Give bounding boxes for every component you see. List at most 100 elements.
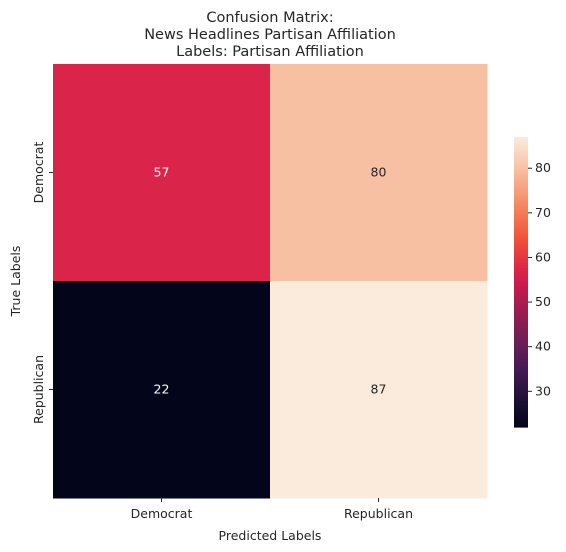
colorbar-segment (514, 156, 528, 160)
colorbar-segment (514, 144, 528, 148)
colorbar-tick-label: 50 (535, 294, 551, 309)
colorbar-segment (514, 356, 528, 360)
colorbar-segment (514, 373, 528, 377)
colorbar-segment (514, 151, 528, 155)
colorbar-segment (514, 153, 528, 157)
colorbar-segment (514, 315, 528, 319)
colorbar-segment (514, 352, 528, 356)
colorbar-segment (514, 284, 528, 288)
colorbar-segment (514, 402, 528, 406)
colorbar-segment (514, 257, 528, 261)
colorbar-segment (514, 298, 528, 302)
colorbar-segment (514, 371, 528, 375)
colorbar-segment (514, 199, 528, 203)
chart-title-line-1: Confusion Matrix: (206, 10, 333, 26)
colorbar-segment (514, 250, 528, 254)
colorbar-segment (514, 366, 528, 370)
colorbar-segment (514, 166, 528, 170)
colorbar-tick-label: 70 (535, 205, 551, 220)
colorbar-segment (514, 296, 528, 300)
colorbar-segment (514, 327, 528, 331)
x-axis-ticks: Democrat Republican (131, 498, 413, 521)
colorbar-segment (514, 139, 528, 143)
heatmap-cell (270, 281, 488, 499)
colorbar-segment (514, 209, 528, 213)
colorbar-segment (514, 221, 528, 225)
colorbar: 30 40 50 60 70 80 (514, 137, 551, 428)
colorbar-segment (514, 146, 528, 150)
colorbar-segment (514, 286, 528, 290)
colorbar-segment (514, 260, 528, 264)
colorbar-segment (514, 414, 528, 418)
colorbar-segment (514, 301, 528, 305)
colorbar-segment (514, 269, 528, 273)
colorbar-tick-label: 40 (535, 339, 551, 354)
colorbar-segment (514, 294, 528, 298)
colorbar-segment (514, 383, 528, 387)
colorbar-segment (514, 228, 528, 232)
colorbar-segment (514, 291, 528, 295)
colorbar-segment (514, 274, 528, 278)
colorbar-segment (514, 282, 528, 286)
colorbar-segment (514, 175, 528, 179)
colorbar-segment (514, 219, 528, 223)
colorbar-segment (514, 342, 528, 346)
y-tick-label: Democrat (31, 142, 46, 204)
cell-value-label: 22 (154, 382, 170, 397)
colorbar-segment (514, 323, 528, 327)
colorbar-segment (514, 226, 528, 230)
colorbar-segment (514, 376, 528, 380)
colorbar-segment (514, 424, 528, 428)
colorbar-tick-label: 30 (535, 383, 551, 398)
colorbar-segment (514, 216, 528, 220)
colorbar-tick-label: 80 (535, 160, 551, 175)
colorbar-segment (514, 168, 528, 172)
colorbar-segment (514, 224, 528, 228)
colorbar-segment (514, 187, 528, 191)
colorbar-segment (514, 390, 528, 394)
colorbar-segment (514, 349, 528, 353)
colorbar-segment (514, 277, 528, 281)
colorbar-segment (514, 180, 528, 184)
colorbar-segment (514, 337, 528, 341)
colorbar-segment (514, 381, 528, 385)
colorbar-segment (514, 211, 528, 215)
heatmap-cell (270, 64, 488, 282)
colorbar-segment (514, 173, 528, 177)
colorbar-segment (514, 137, 528, 141)
colorbar-segment (514, 347, 528, 351)
colorbar-segment (514, 378, 528, 382)
chart-title-line-2: News Headlines Partisan Affiliation (144, 27, 396, 43)
colorbar-segment (514, 407, 528, 411)
colorbar-segment (514, 149, 528, 153)
cell-value-label: 80 (371, 165, 387, 180)
chart-title-line-3: Labels: Partisan Affiliation (176, 44, 364, 60)
y-axis-label: True Labels (8, 246, 23, 318)
colorbar-segment (514, 385, 528, 389)
colorbar-segment (514, 233, 528, 237)
colorbar-segment (514, 393, 528, 397)
cell-value-label: 87 (371, 382, 387, 397)
colorbar-segment (514, 308, 528, 312)
colorbar-segment (514, 395, 528, 399)
colorbar-segment (514, 412, 528, 416)
colorbar-segment (514, 240, 528, 244)
colorbar-segment (514, 410, 528, 414)
colorbar-segment (514, 405, 528, 409)
colorbar-segment (514, 236, 528, 240)
colorbar-segment (514, 163, 528, 167)
colorbar-segment (514, 207, 528, 211)
colorbar-segment (514, 197, 528, 201)
colorbar-segment (514, 344, 528, 348)
colorbar-segment (514, 255, 528, 259)
colorbar-segment (514, 388, 528, 392)
colorbar-segment (514, 265, 528, 269)
colorbar-segment (514, 182, 528, 186)
colorbar-segment (514, 243, 528, 247)
colorbar-segment (514, 359, 528, 363)
colorbar-segment (514, 303, 528, 307)
x-tick-label: Democrat (131, 506, 193, 521)
colorbar-segment (514, 306, 528, 310)
colorbar-segment (514, 279, 528, 283)
colorbar-segment (514, 332, 528, 336)
